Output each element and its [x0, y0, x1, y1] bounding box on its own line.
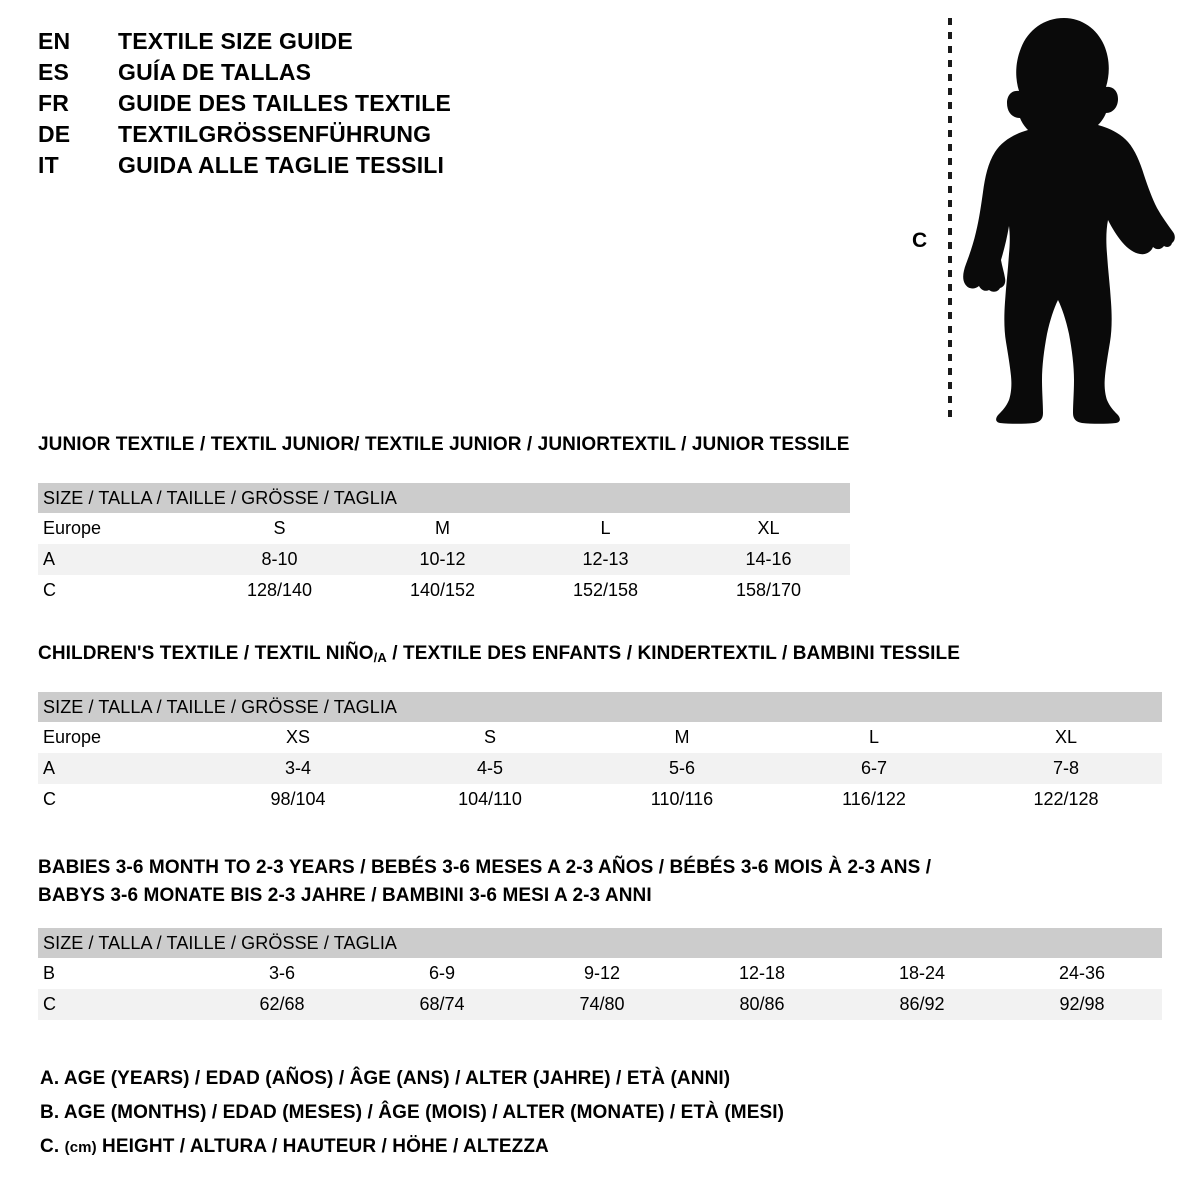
- children-row-label: C: [38, 784, 202, 815]
- junior-cell: 12-13: [524, 544, 687, 575]
- junior-cell: 128/140: [198, 575, 361, 606]
- junior-band-label: SIZE / TALLA / TAILLE / GRÖSSE / TAGLIA: [38, 483, 851, 513]
- junior-region-label: Europe: [38, 513, 198, 544]
- section-heading-babies-line2: BABYS 3-6 MONATE BIS 2-3 JAHRE / BAMBINI…: [38, 885, 652, 906]
- language-title-es: GUÍA DE TALLAS: [118, 59, 312, 85]
- language-row: DE TEXTILGRÖSSENFÜHRUNG: [38, 121, 598, 152]
- babies-cell: 3-6: [202, 958, 362, 989]
- legend-c-pre: C.: [40, 1136, 65, 1157]
- babies-row-label: B: [38, 958, 202, 989]
- junior-size-table: SIZE / TALLA / TAILLE / GRÖSSE / TAGLIA …: [38, 483, 851, 606]
- babies-cell: 18-24: [842, 958, 1002, 989]
- legend-block: A. AGE (YEARS) / EDAD (AÑOS) / ÂGE (ANS)…: [40, 1062, 784, 1164]
- language-title-de: TEXTILGRÖSSENFÜHRUNG: [118, 121, 432, 147]
- children-heading-pre: CHILDREN'S TEXTILE / TEXTIL NIÑO: [38, 643, 374, 664]
- language-row: ES GUÍA DE TALLAS: [38, 59, 598, 90]
- children-cell: 110/116: [586, 784, 778, 815]
- children-row-height: C 98/104 104/110 110/116 116/122 122/128: [38, 784, 1163, 815]
- junior-band-header-row: SIZE / TALLA / TAILLE / GRÖSSE / TAGLIA: [38, 483, 851, 513]
- babies-cell: 24-36: [1002, 958, 1163, 989]
- junior-col-header: L: [524, 513, 687, 544]
- language-row: IT GUIDA ALLE TAGLIE TESSILI: [38, 152, 598, 183]
- babies-cell: 6-9: [362, 958, 522, 989]
- language-title-block: EN TEXTILE SIZE GUIDE ES GUÍA DE TALLAS …: [38, 28, 598, 183]
- children-col-header: XS: [202, 722, 394, 753]
- babies-band-label: SIZE / TALLA / TAILLE / GRÖSSE / TAGLIA: [38, 928, 1163, 958]
- children-row-label: A: [38, 753, 202, 784]
- language-title-it: GUIDA ALLE TAGLIE TESSILI: [118, 152, 445, 178]
- babies-row-label: C: [38, 989, 202, 1020]
- junior-cell: 10-12: [361, 544, 524, 575]
- junior-cell: 140/152: [361, 575, 524, 606]
- height-dashed-line: [948, 18, 952, 422]
- junior-row-label: C: [38, 575, 198, 606]
- children-cell: 7-8: [970, 753, 1163, 784]
- junior-col-header: XL: [687, 513, 851, 544]
- children-heading-sub: /A: [373, 650, 387, 665]
- babies-cell: 80/86: [682, 989, 842, 1020]
- language-title-en: TEXTILE SIZE GUIDE: [118, 28, 353, 54]
- height-measurement-figure: C: [890, 14, 1180, 424]
- language-code-fr: FR: [38, 90, 70, 116]
- language-code-es: ES: [38, 59, 70, 85]
- junior-cell: 158/170: [687, 575, 851, 606]
- babies-cell: 92/98: [1002, 989, 1163, 1020]
- junior-cell: 8-10: [198, 544, 361, 575]
- junior-row-label: A: [38, 544, 198, 575]
- children-col-header: S: [394, 722, 586, 753]
- section-heading-junior: JUNIOR TEXTILE / TEXTIL JUNIOR/ TEXTILE …: [38, 434, 850, 455]
- children-region-label: Europe: [38, 722, 202, 753]
- junior-col-header: M: [361, 513, 524, 544]
- section-heading-babies-line1: BABIES 3-6 MONTH TO 2-3 YEARS / BEBÉS 3-…: [38, 857, 932, 878]
- children-col-header: M: [586, 722, 778, 753]
- language-title-fr: GUIDE DES TAILLES TEXTILE: [118, 90, 451, 116]
- children-cell: 98/104: [202, 784, 394, 815]
- babies-cell: 68/74: [362, 989, 522, 1020]
- junior-row-age: A 8-10 10-12 12-13 14-16: [38, 544, 851, 575]
- legend-line-a: A. AGE (YEARS) / EDAD (AÑOS) / ÂGE (ANS)…: [40, 1068, 731, 1089]
- babies-cell: 62/68: [202, 989, 362, 1020]
- language-row: FR GUIDE DES TAILLES TEXTILE: [38, 90, 598, 121]
- babies-cell: 12-18: [682, 958, 842, 989]
- children-cell: 6-7: [778, 753, 970, 784]
- language-code-de: DE: [38, 121, 71, 147]
- babies-cell: 9-12: [522, 958, 682, 989]
- babies-size-table: SIZE / TALLA / TAILLE / GRÖSSE / TAGLIA …: [38, 928, 1163, 1020]
- children-cell: 4-5: [394, 753, 586, 784]
- babies-row-height: C 62/68 68/74 74/80 80/86 86/92 92/98: [38, 989, 1163, 1020]
- children-cell: 122/128: [970, 784, 1163, 815]
- babies-band-header-row: SIZE / TALLA / TAILLE / GRÖSSE / TAGLIA: [38, 928, 1163, 958]
- junior-cell: 14-16: [687, 544, 851, 575]
- children-cell: 5-6: [586, 753, 778, 784]
- babies-cell: 74/80: [522, 989, 682, 1020]
- babies-row-age-months: B 3-6 6-9 9-12 12-18 18-24 24-36: [38, 958, 1163, 989]
- babies-cell: 86/92: [842, 989, 1002, 1020]
- language-row: EN TEXTILE SIZE GUIDE: [38, 28, 598, 59]
- children-column-header-row: Europe XS S M L XL: [38, 722, 1163, 753]
- junior-column-header-row: Europe S M L XL: [38, 513, 851, 544]
- junior-row-height: C 128/140 140/152 152/158 158/170: [38, 575, 851, 606]
- children-band-header-row: SIZE / TALLA / TAILLE / GRÖSSE / TAGLIA: [38, 692, 1163, 722]
- legend-c-post: HEIGHT / ALTURA / HAUTEUR / HÖHE / ALTEZ…: [96, 1136, 549, 1157]
- legend-line-b: B. AGE (MONTHS) / EDAD (MESES) / ÂGE (MO…: [40, 1102, 785, 1123]
- section-heading-children: CHILDREN'S TEXTILE / TEXTIL NIÑO/A / TEX…: [38, 643, 960, 665]
- children-col-header: XL: [970, 722, 1163, 753]
- children-cell: 3-4: [202, 753, 394, 784]
- children-row-age: A 3-4 4-5 5-6 6-7 7-8: [38, 753, 1163, 784]
- language-code-it: IT: [38, 152, 59, 178]
- height-measure-label: C: [912, 229, 928, 252]
- children-cell: 104/110: [394, 784, 586, 815]
- children-size-table: SIZE / TALLA / TAILLE / GRÖSSE / TAGLIA …: [38, 692, 1163, 815]
- child-silhouette-icon: [963, 18, 1175, 424]
- children-heading-post: / TEXTILE DES ENFANTS / KINDERTEXTIL / B…: [386, 643, 960, 664]
- junior-cell: 152/158: [524, 575, 687, 606]
- legend-c-unit: (cm): [64, 1139, 97, 1156]
- children-cell: 116/122: [778, 784, 970, 815]
- junior-col-header: S: [198, 513, 361, 544]
- children-col-header: L: [778, 722, 970, 753]
- children-band-label: SIZE / TALLA / TAILLE / GRÖSSE / TAGLIA: [38, 692, 1163, 722]
- legend-line-c: C. (cm) HEIGHT / ALTURA / HAUTEUR / HÖHE…: [40, 1130, 784, 1164]
- language-code-en: EN: [38, 28, 71, 54]
